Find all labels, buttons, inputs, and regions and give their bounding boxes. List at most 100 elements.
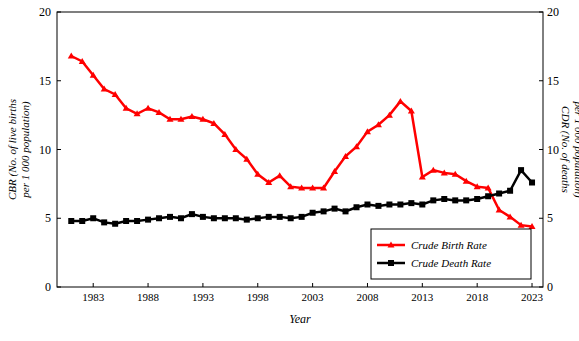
y2-tick: [539, 218, 543, 219]
series-marker: [90, 215, 96, 221]
x-tick-label: 2008: [356, 291, 379, 303]
series-marker: [430, 197, 436, 203]
y-tick: [57, 287, 61, 288]
y2-tick: [539, 80, 543, 81]
y2-tick: [539, 12, 543, 13]
y-tick-label: 20: [39, 5, 51, 19]
series-marker: [287, 183, 294, 189]
series-marker: [463, 178, 470, 184]
series-marker: [474, 183, 481, 189]
series-marker: [529, 180, 535, 186]
series-marker: [199, 116, 206, 122]
series-marker: [200, 214, 206, 220]
series-marker: [233, 215, 239, 221]
series-marker: [452, 197, 458, 203]
legend-marker: [388, 260, 394, 266]
series-marker: [188, 113, 195, 119]
series-marker: [364, 128, 371, 134]
series-marker: [156, 215, 162, 221]
series-marker: [79, 58, 86, 64]
y2-tick-label: 5: [547, 211, 553, 225]
y-tick: [57, 149, 61, 150]
series-marker: [266, 214, 272, 220]
series-marker: [210, 120, 217, 126]
series-marker: [211, 215, 217, 221]
series-marker: [375, 121, 382, 127]
x-tick: [532, 283, 533, 287]
x-tick: [257, 283, 258, 287]
y2-tick-label: 10: [547, 143, 559, 157]
series-marker: [507, 188, 513, 194]
x-tick: [312, 283, 313, 287]
y-axis-label: per 1 000 population): [19, 101, 32, 199]
series-marker: [518, 167, 524, 173]
x-tick: [477, 283, 478, 287]
y-tick-label: 10: [39, 143, 51, 157]
series-marker: [343, 208, 349, 214]
series-marker: [68, 53, 75, 59]
series-marker: [90, 72, 97, 78]
series-marker: [441, 196, 447, 202]
plot-frame: [57, 12, 543, 287]
series-marker: [452, 171, 459, 177]
x-tick: [93, 283, 94, 287]
series-marker: [101, 86, 108, 92]
series-marker: [288, 215, 294, 221]
series-marker: [112, 221, 118, 227]
plot-area: [68, 53, 536, 230]
y-tick: [57, 12, 61, 13]
series-marker: [222, 215, 228, 221]
series-marker: [408, 200, 414, 206]
series-marker: [474, 196, 480, 202]
y-tick-label: 15: [39, 74, 51, 88]
series-marker: [134, 218, 140, 224]
y-tick-label: 5: [45, 211, 51, 225]
legend-box: [371, 229, 531, 279]
x-tick-label: 1983: [82, 291, 105, 303]
series-marker: [507, 213, 514, 219]
legend: Crude Birth RateCrude Death Rate: [371, 229, 531, 279]
series-marker: [123, 218, 129, 224]
series-marker: [254, 171, 261, 177]
series-marker: [298, 185, 305, 191]
series-marker: [145, 217, 151, 223]
x-tick-label: 2023: [521, 291, 544, 303]
series-marker: [232, 146, 239, 152]
series-marker: [485, 193, 491, 199]
x-tick-label: 2003: [302, 291, 325, 303]
series-line: [71, 170, 532, 224]
series-marker: [353, 143, 360, 149]
series-marker: [397, 98, 404, 104]
legend-marker: [388, 242, 395, 248]
x-tick: [202, 283, 203, 287]
series-marker: [123, 105, 130, 111]
series-marker: [134, 110, 141, 116]
y-tick: [57, 80, 61, 81]
series-marker: [430, 167, 437, 173]
series-marker: [255, 215, 261, 221]
x-tick: [148, 283, 149, 287]
y2-axis-label: per 1 000 population): [572, 100, 579, 198]
series-marker: [177, 116, 184, 122]
y2-tick: [539, 149, 543, 150]
series-marker: [68, 218, 74, 224]
x-tick-label: 1988: [137, 291, 160, 303]
x-tick-label: 2018: [466, 291, 489, 303]
series-marker: [320, 185, 327, 191]
y2-tick-label: 0: [547, 280, 553, 294]
series-marker: [485, 185, 492, 191]
series-marker: [496, 191, 502, 197]
series-marker: [243, 156, 250, 162]
series-marker: [518, 222, 525, 228]
series-marker: [342, 153, 349, 159]
series-line: [71, 56, 532, 227]
series-marker: [364, 202, 370, 208]
series-marker: [331, 168, 338, 174]
series-marker: [310, 210, 316, 216]
series-marker: [463, 197, 469, 203]
series-marker: [419, 202, 425, 208]
series-marker: [309, 185, 316, 191]
series-marker: [244, 217, 250, 223]
series-marker: [101, 219, 107, 225]
series-marker: [145, 105, 152, 111]
